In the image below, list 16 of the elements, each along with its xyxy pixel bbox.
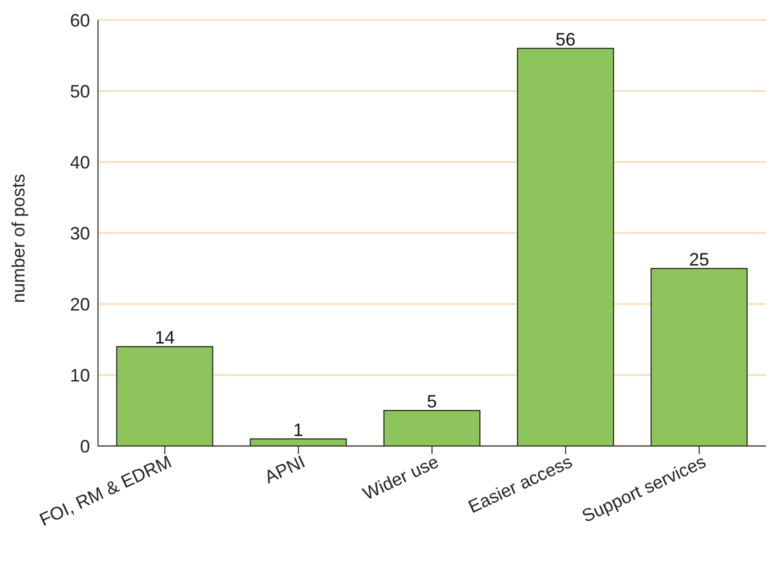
x-tick-label: Wider use: [360, 452, 442, 504]
y-tick-label: 10: [70, 365, 90, 386]
y-tick-label: 20: [70, 294, 90, 314]
y-tick-label: 30: [70, 223, 90, 244]
data-label: 25: [689, 250, 710, 270]
y-tick-label: 60: [70, 10, 90, 30]
y-tick-label: 0: [80, 436, 90, 456]
x-tick-label: Easier access: [465, 452, 576, 517]
x-tick-label: APNI: [262, 452, 308, 488]
y-tick-label: 40: [70, 152, 90, 172]
data-label: 1: [293, 420, 304, 440]
y-tick-label: 50: [70, 81, 90, 102]
data-label: 14: [154, 328, 175, 348]
data-label: 5: [426, 392, 437, 412]
data-label: 56: [555, 29, 576, 50]
y-axis-title: number of posts: [8, 174, 28, 303]
